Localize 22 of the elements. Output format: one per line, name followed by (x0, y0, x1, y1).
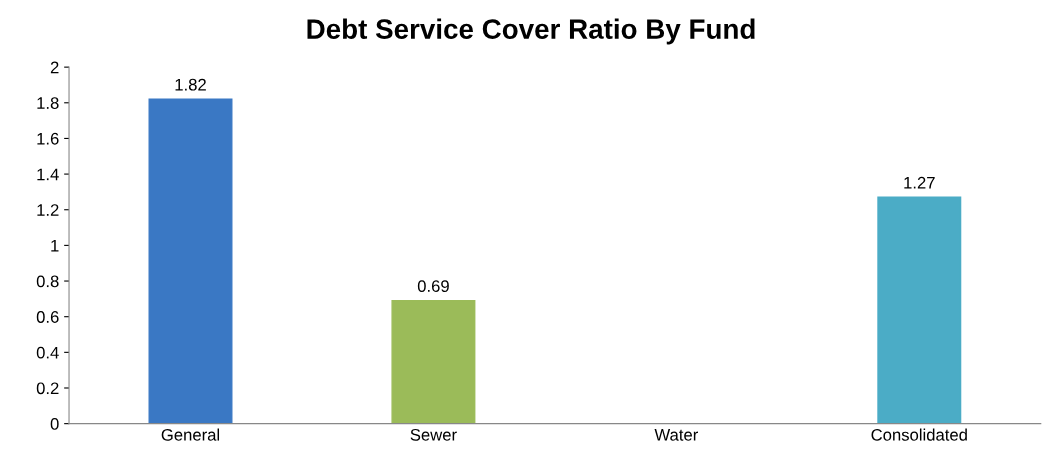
y-tick-label: 0.4 (36, 346, 59, 359)
data-label: 0.69 (417, 280, 449, 293)
y-tick-label: 1.8 (37, 97, 59, 109)
y-tick-label: 1.4 (37, 168, 59, 181)
bar (148, 98, 233, 424)
y-tick-label: 1.6 (37, 132, 59, 145)
x-tick-label: Water (654, 429, 698, 441)
bar (391, 299, 476, 424)
x-tick-label: General (161, 428, 220, 441)
y-tick-label: 0 (50, 418, 59, 430)
chart-title: Debt Service Cover Ratio By Fund (307, 18, 755, 45)
y-tick-label: 0.6 (36, 311, 59, 323)
y-tick-label: 1 (51, 239, 59, 252)
y-tick-label: 0.2 (36, 382, 59, 395)
y-tick-label: 0.8 (36, 275, 59, 288)
bar (877, 196, 962, 424)
data-label: 1.82 (175, 78, 206, 91)
y-tick-label: 1.2 (37, 204, 59, 216)
y-tick-label: 2 (50, 61, 59, 74)
x-tick-label: Consolidated (871, 428, 967, 441)
x-tick-label: Sewer (410, 428, 457, 441)
data-label: 1.27 (904, 176, 935, 189)
